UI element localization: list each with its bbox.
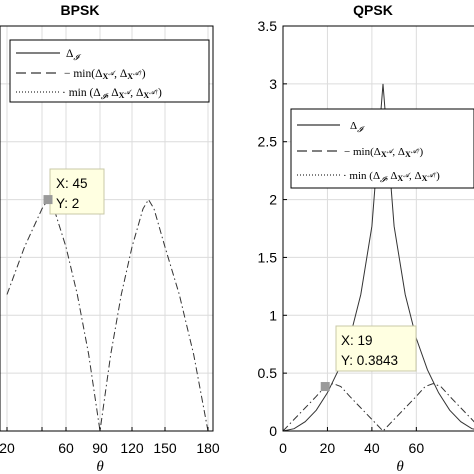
y-tick-label: 1 — [269, 307, 277, 323]
legend-entry-min-all: · min (Δ𝓘, ΔX𝓐, ΔX𝓐†) — [62, 87, 162, 101]
x-tick-label: 60 — [409, 440, 425, 456]
bpsk-datatip-y: Y: 2 — [56, 196, 79, 211]
x-tick-label: 60 — [58, 440, 74, 456]
y-tick-label: 0.5 — [258, 365, 278, 381]
legend-entry-min-all: · min (Δ𝓘, ΔX𝓐, ΔX𝓐†) — [343, 170, 440, 184]
y-tick-label: 3 — [269, 76, 277, 92]
bpsk-title: BPSK — [61, 2, 100, 18]
bpsk-datatip-box — [49, 168, 105, 215]
x-tick-label: 0 — [279, 440, 287, 456]
x-tick-label: 120 — [120, 440, 144, 456]
qpsk-series — [282, 83, 474, 432]
legend-entry-min-delta-x: − min(ΔX𝓐, ΔX𝓐†) — [64, 68, 146, 81]
qpsk-datatip[interactable]: X: 19 Y: 0.3843 — [320, 325, 417, 392]
x-tick-label: 20 — [320, 440, 336, 456]
bpsk-datatip[interactable]: X: 45 Y: 2 — [43, 168, 105, 215]
x-tick-label: 20 — [0, 440, 15, 456]
y-tick-label: 2.5 — [258, 134, 278, 150]
bpsk-legend: Δ𝓘 − min(ΔX𝓐, ΔX𝓐†) · min (Δ𝓘, ΔX𝓐, ΔX𝓐†… — [9, 39, 210, 103]
bpsk-x-axis: 20 60 90 120 150 180 — [0, 427, 220, 456]
qpsk-x-axis-label: θ — [396, 459, 404, 474]
qpsk-datatip-box — [335, 325, 417, 372]
qpsk-title: QPSK — [353, 2, 393, 18]
qpsk-y-axis: 0 0.5 1 1.5 2 2.5 3 3.5 — [258, 18, 287, 439]
qpsk-datatip-y: Y: 0.3843 — [341, 353, 398, 368]
bpsk-plot-frame — [0, 25, 214, 432]
bpsk-x-axis-label: θ — [96, 459, 104, 474]
qpsk-legend: Δ𝓘 − min(ΔX𝓐, ΔX𝓐†) · min (Δ𝓘, ΔX𝓐, ΔX𝓐†… — [290, 108, 474, 189]
y-tick-label: 0 — [269, 423, 277, 439]
qpsk-x-axis: 0 20 40 60 — [279, 427, 424, 456]
y-tick-label: 3.5 — [258, 18, 278, 34]
bpsk-datatip-marker[interactable] — [43, 195, 53, 205]
bpsk-panel: BPSK 20 60 90 120 150 180 θ Δ𝓘 − min(ΔX𝓐, ΔX𝓐… — [0, 2, 220, 474]
series-line-solid — [282, 83, 474, 432]
x-tick-label: 90 — [92, 440, 108, 456]
qpsk-datatip-marker[interactable] — [320, 382, 330, 392]
x-tick-label: 150 — [153, 440, 177, 456]
bpsk-datatip-x: X: 45 — [56, 176, 88, 191]
series-line-dashdot — [282, 383, 474, 432]
legend-entry-min-delta-x: − min(ΔX𝓐, ΔX𝓐†) — [344, 146, 424, 159]
qpsk-datatip-x: X: 19 — [341, 333, 373, 348]
qpsk-panel: QPSK 0 20 40 60 0 0.5 1 1.5 2 2.5 3 3.5 θ Δ𝓘 − min… — [258, 2, 474, 474]
y-tick-label: 1.5 — [258, 249, 278, 265]
y-tick-label: 2 — [269, 192, 277, 208]
qpsk-plot-frame — [282, 25, 474, 432]
x-tick-label: 40 — [364, 440, 380, 456]
x-tick-label: 180 — [196, 440, 220, 456]
